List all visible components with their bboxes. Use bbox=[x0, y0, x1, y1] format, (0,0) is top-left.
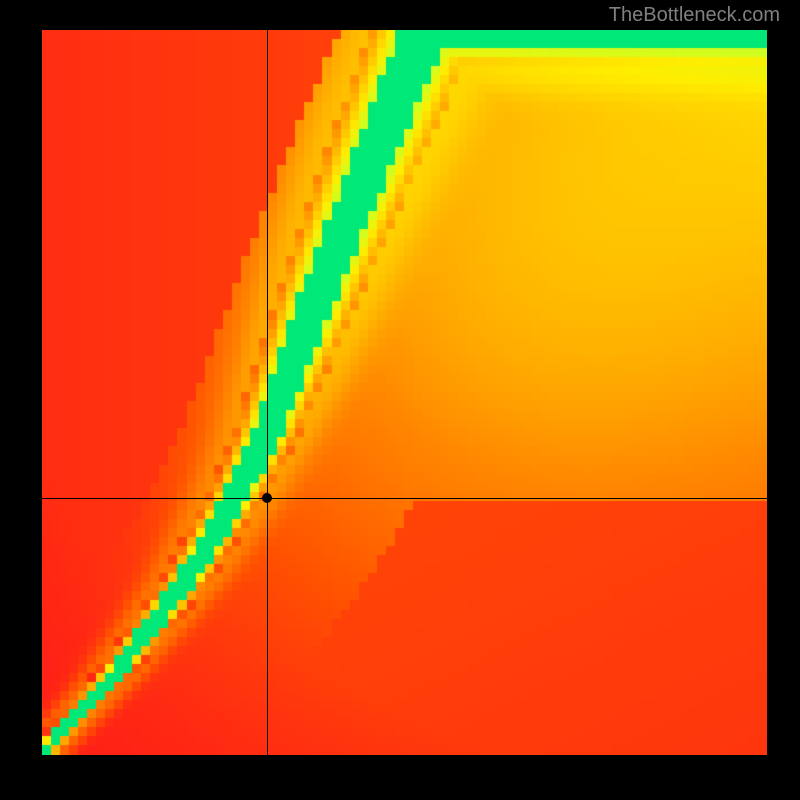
crosshair-horizontal bbox=[42, 498, 767, 499]
bottleneck-heatmap bbox=[42, 30, 767, 755]
chart-container: TheBottleneck.com bbox=[0, 0, 800, 800]
watermark-text: TheBottleneck.com bbox=[609, 4, 780, 27]
crosshair-vertical bbox=[267, 30, 268, 755]
marker-point bbox=[262, 493, 272, 503]
